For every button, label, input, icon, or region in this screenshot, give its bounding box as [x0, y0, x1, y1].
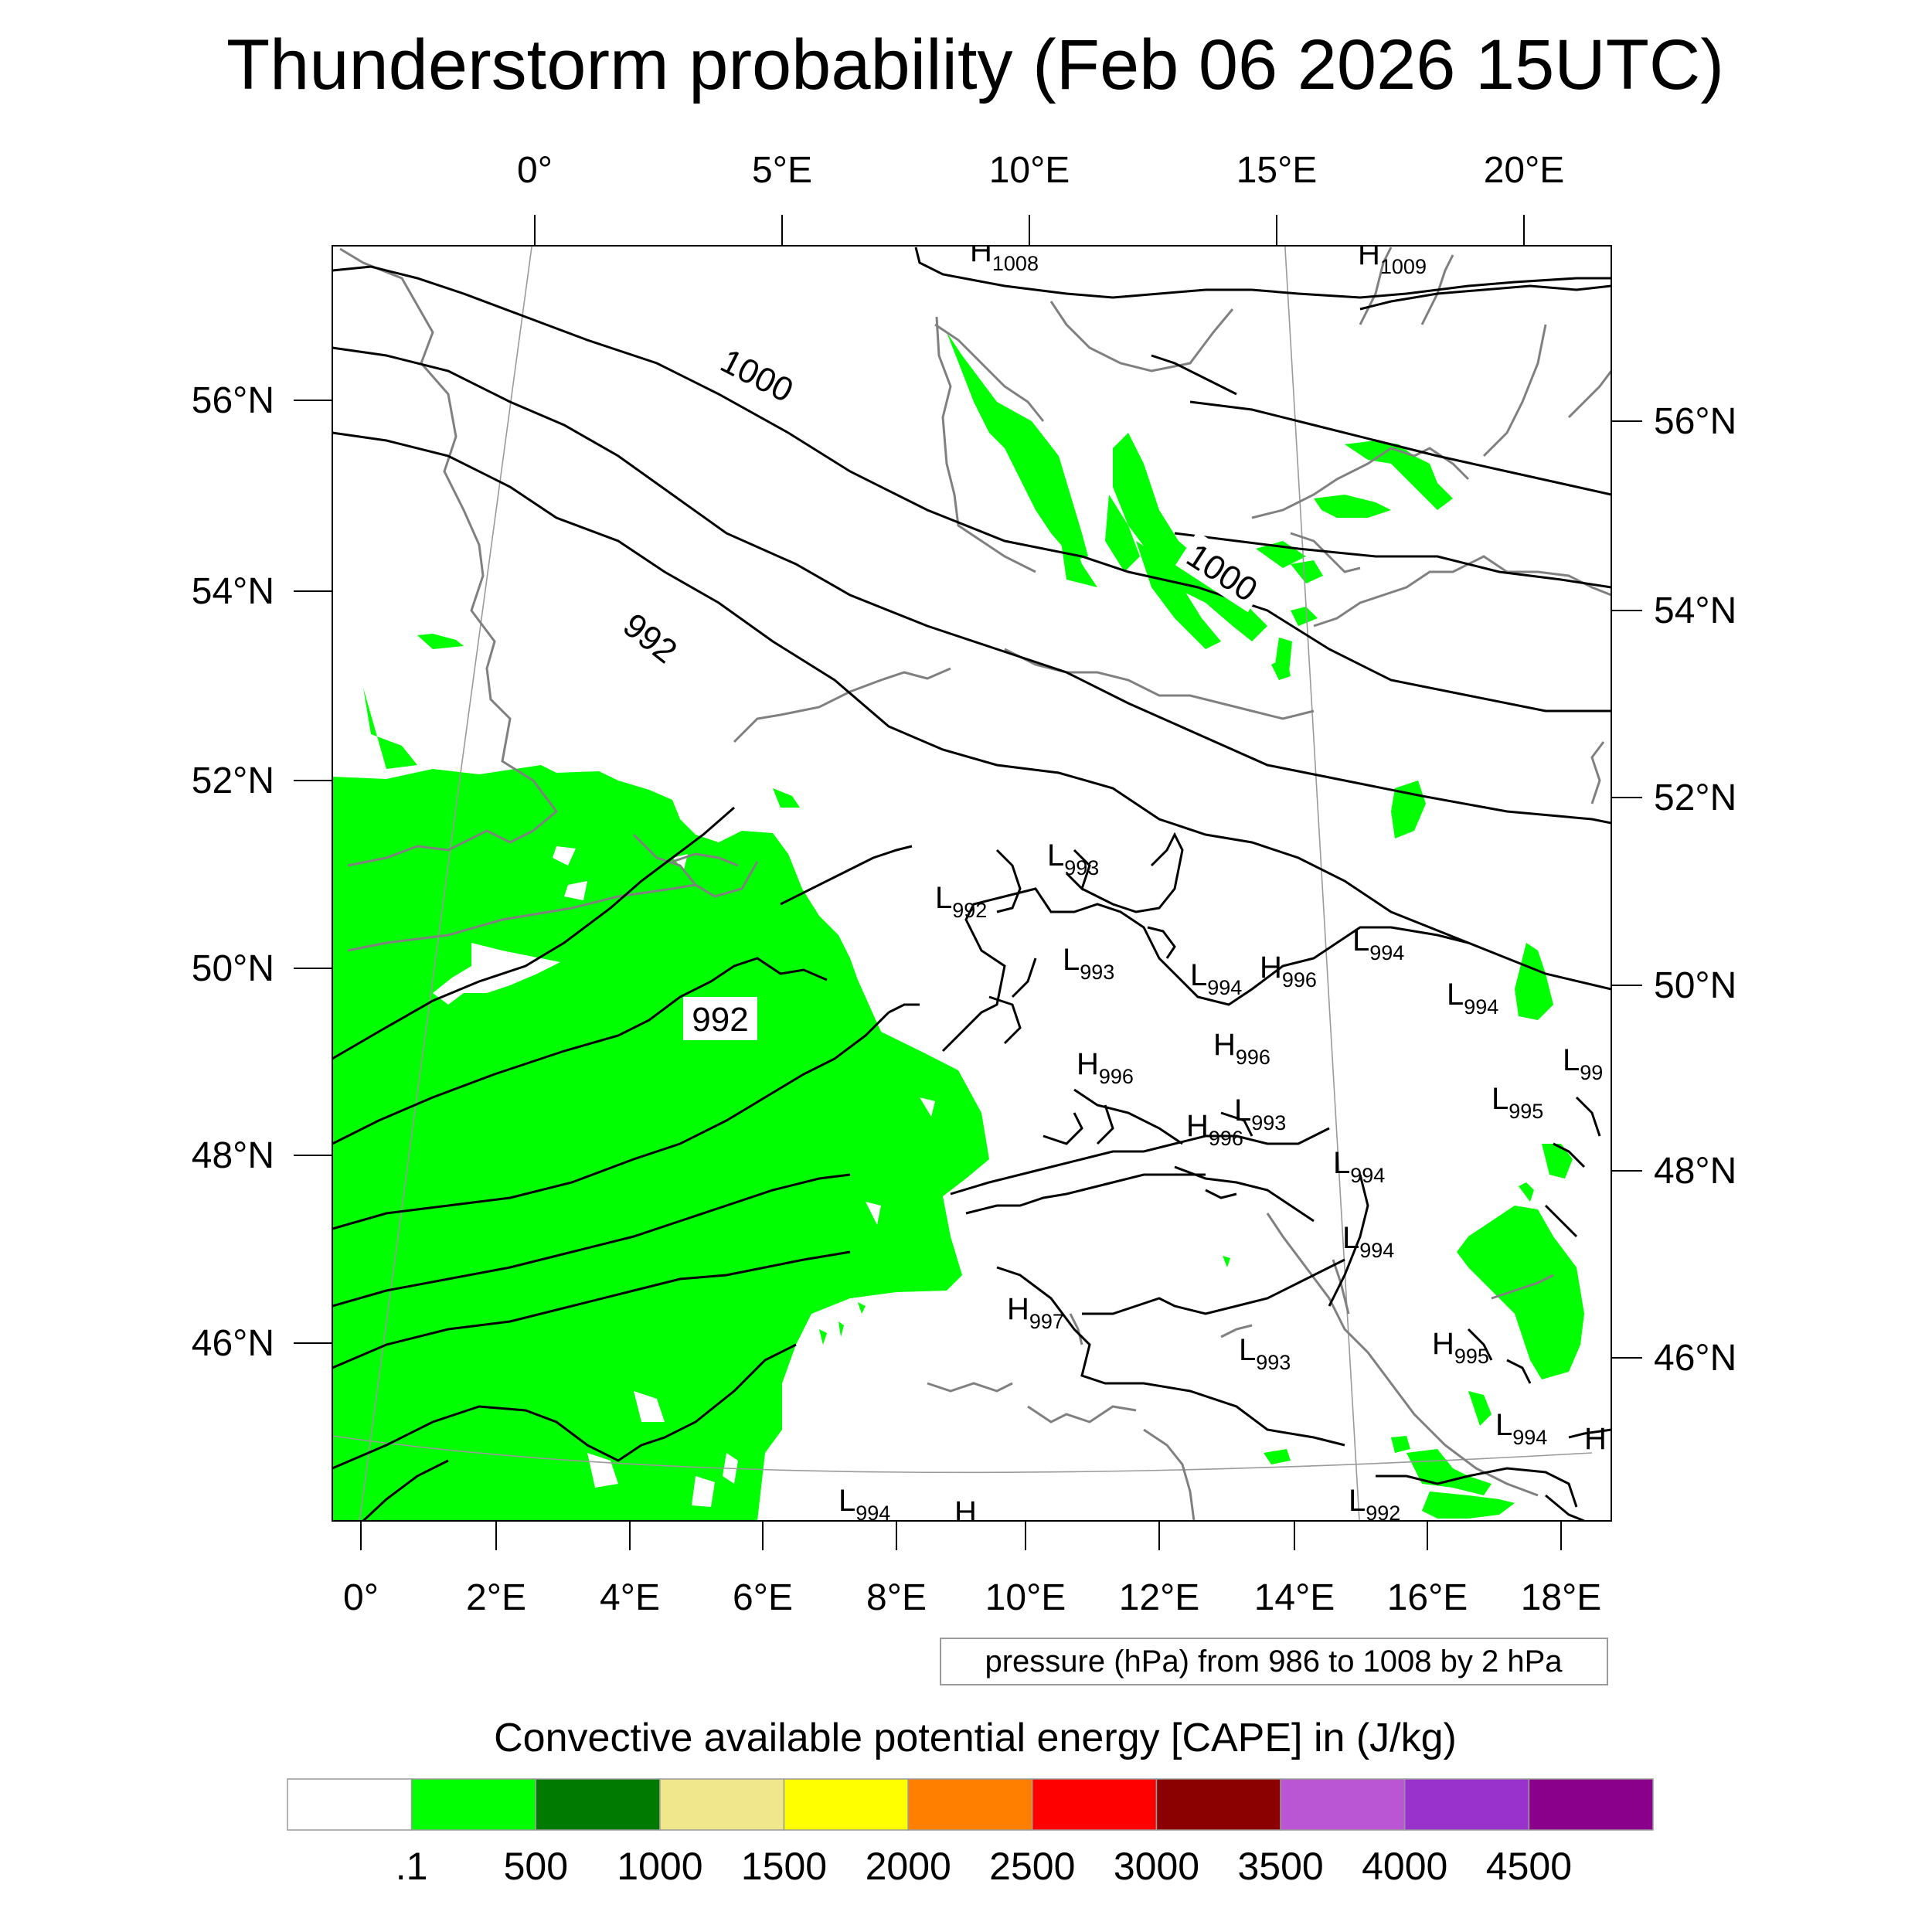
- cape-field: [332, 332, 1584, 1521]
- colorbar-swatch: [535, 1778, 661, 1831]
- bottom-lon-labels: 0° 2°E 4°E 6°E 8°E 10°E 12°E 14°E 16°E 1…: [343, 1577, 1601, 1618]
- top-lon-labels: 0° 5°E 10°E 15°E 20°E: [517, 150, 1564, 191]
- colorbar-swatch: [287, 1778, 413, 1831]
- map-title: Thunderstorm probability (Feb 06 2026 15…: [226, 26, 1724, 104]
- colorbar-label: 500: [504, 1845, 568, 1888]
- top-lon-label: 10°E: [989, 150, 1070, 191]
- colorbar-swatch: [1528, 1778, 1654, 1831]
- high-pressure-marker: H: [1584, 1422, 1607, 1456]
- low-pressure-marker: L995: [1492, 1082, 1543, 1123]
- bottom-lon-label: 6°E: [733, 1577, 793, 1618]
- left-lat-label: 50°N: [192, 948, 274, 989]
- bottom-lon-label: 10°E: [985, 1577, 1066, 1618]
- right-lat-label: 56°N: [1654, 401, 1736, 442]
- colorbar-title: Convective available potential energy [C…: [494, 1716, 1457, 1760]
- svg-text:992: 992: [692, 1001, 748, 1039]
- right-lat-label: 50°N: [1654, 965, 1736, 1006]
- map-frame: [332, 245, 1612, 1522]
- right-lat-label: 46°N: [1654, 1338, 1736, 1379]
- colorbar-swatch: [659, 1778, 785, 1831]
- bottom-lon-label: 0°: [343, 1577, 379, 1618]
- bottom-lon-label: 14°E: [1254, 1577, 1335, 1618]
- top-lon-label: 5°E: [752, 150, 812, 191]
- isobars: [332, 247, 1611, 1521]
- low-pressure-marker: L992: [1349, 1484, 1400, 1525]
- colorbar-swatch: [907, 1778, 1033, 1831]
- top-lon-label: 20°E: [1484, 150, 1565, 191]
- colorbar-label: 2500: [989, 1845, 1075, 1888]
- colorbar-swatch: [1403, 1778, 1530, 1831]
- top-lon-label: 0°: [517, 150, 553, 191]
- left-lat-label: 46°N: [192, 1323, 274, 1364]
- colorbar-label: 1000: [617, 1845, 702, 1888]
- left-ticks: [294, 400, 332, 1344]
- low-pressure-marker: L99: [1563, 1043, 1603, 1084]
- map-area: 1000 1000 992 992 H1008 H1009 L993 L992 L993…: [192, 150, 1737, 1618]
- colorbar: [287, 1778, 1654, 1831]
- isobar-label-992-south: 992: [683, 997, 757, 1040]
- low-pressure-marker: L994: [1190, 958, 1242, 999]
- left-lat-label: 48°N: [192, 1135, 274, 1176]
- colorbar-swatch: [1155, 1778, 1281, 1831]
- high-pressure-marker: H997: [1007, 1292, 1064, 1333]
- right-lat-labels: 56°N 54°N 52°N 50°N 48°N 46°N: [1654, 401, 1736, 1379]
- high-pressure-marker: H996: [1077, 1047, 1134, 1088]
- bottom-lon-label: 4°E: [600, 1577, 660, 1618]
- bottom-lon-label: 18°E: [1521, 1577, 1602, 1618]
- bottom-ticks: [360, 1521, 1562, 1550]
- contour-info-box: pressure (hPa) from 986 to 1008 by 2 hPa: [940, 1638, 1608, 1685]
- bottom-lon-label: 2°E: [466, 1577, 526, 1618]
- high-pressure-marker: H1009: [1358, 237, 1427, 278]
- left-lat-label: 52°N: [192, 760, 274, 801]
- coastlines: [339, 247, 1611, 1521]
- top-ticks: [534, 215, 1525, 246]
- low-pressure-marker: L993: [1239, 1333, 1291, 1374]
- left-lat-labels: 56°N 54°N 52°N 50°N 48°N 46°N: [192, 380, 274, 1364]
- low-pressure-marker: L993: [1047, 838, 1099, 879]
- right-lat-label: 54°N: [1654, 590, 1736, 631]
- bottom-lon-label: 8°E: [866, 1577, 927, 1618]
- high-pressure-marker: H: [954, 1495, 977, 1529]
- low-pressure-marker: L992: [935, 881, 987, 922]
- low-pressure-marker: L994: [1495, 1408, 1547, 1449]
- isobar-label-992-north: 992: [611, 600, 690, 675]
- high-pressure-marker: H996: [1260, 951, 1317, 992]
- bottom-lon-label: 12°E: [1119, 1577, 1200, 1618]
- colorbar-label: 3000: [1114, 1845, 1199, 1888]
- isobar-label-1000-west: 1000: [709, 337, 805, 413]
- colorbar-label: 4500: [1486, 1845, 1572, 1888]
- high-pressure-marker: H995: [1432, 1327, 1489, 1368]
- left-lat-label: 54°N: [192, 571, 274, 612]
- low-pressure-marker: L994: [1342, 1221, 1394, 1262]
- top-lon-label: 15°E: [1236, 150, 1318, 191]
- bottom-lon-label: 16°E: [1387, 1577, 1468, 1618]
- colorbar-swatch: [1280, 1778, 1406, 1831]
- low-pressure-marker: L994: [1352, 923, 1404, 964]
- colorbar-swatch: [1032, 1778, 1158, 1831]
- right-ticks: [1611, 420, 1642, 1359]
- colorbar-label: 2000: [866, 1845, 951, 1888]
- low-pressure-marker: L994: [838, 1484, 890, 1525]
- right-lat-label: 48°N: [1654, 1151, 1736, 1192]
- isobar-labels: 1000 1000 992 992: [611, 337, 1270, 1040]
- colorbar-label: 3500: [1237, 1845, 1323, 1888]
- colorbar-label: .1: [396, 1845, 428, 1888]
- low-pressure-marker: L994: [1447, 978, 1498, 1019]
- low-pressure-marker: L993: [1063, 943, 1114, 984]
- colorbar-swatch: [783, 1778, 909, 1831]
- right-lat-label: 52°N: [1654, 777, 1736, 818]
- low-pressure-marker: L994: [1333, 1146, 1385, 1187]
- left-lat-label: 56°N: [192, 380, 274, 421]
- high-pressure-marker: H996: [1213, 1028, 1270, 1069]
- colorbar-swatch: [410, 1778, 536, 1831]
- contour-info-text: pressure (hPa) from 986 to 1008 by 2 hPa: [985, 1645, 1563, 1679]
- colorbar-labels: .1 500 1000 1500 2000 2500 3000 3500 4000 4500: [396, 1845, 1572, 1888]
- high-pressure-marker: H1008: [970, 234, 1039, 275]
- colorbar-label: 1500: [741, 1845, 827, 1888]
- colorbar-label: 4000: [1362, 1845, 1447, 1888]
